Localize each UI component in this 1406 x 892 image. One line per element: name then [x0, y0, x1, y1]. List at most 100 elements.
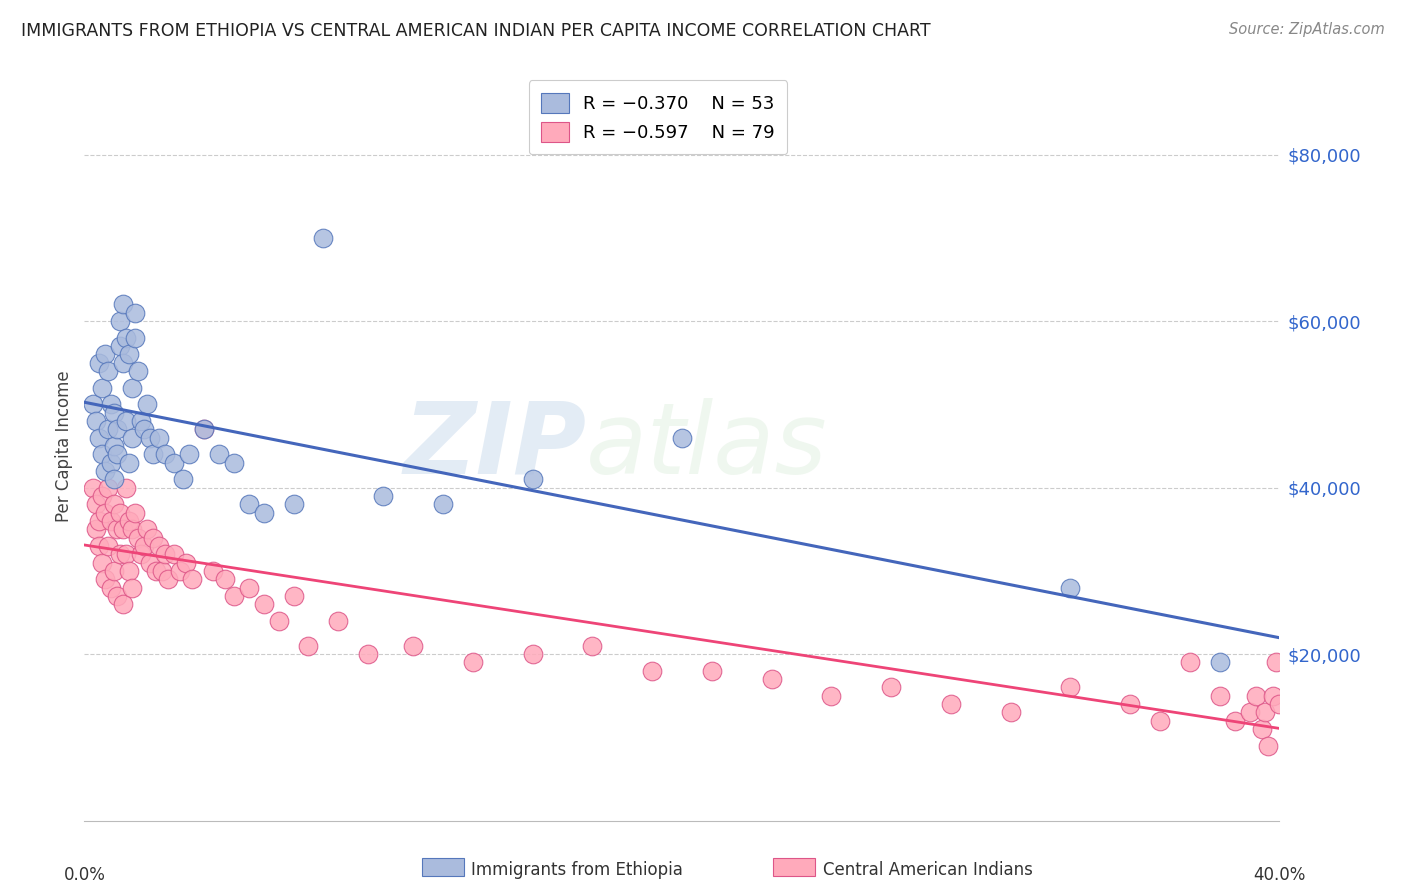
Point — [283, 589, 305, 603]
Text: Immigrants from Ethiopia: Immigrants from Ethiopia — [471, 861, 683, 879]
Point — [110, 314, 132, 328]
Point — [1265, 656, 1288, 670]
Point — [121, 431, 143, 445]
Point — [124, 331, 146, 345]
Point — [1253, 706, 1275, 720]
Point — [103, 497, 125, 511]
Point — [238, 497, 260, 511]
Point — [201, 564, 224, 578]
Text: Source: ZipAtlas.com: Source: ZipAtlas.com — [1229, 22, 1385, 37]
Point — [581, 639, 603, 653]
Point — [1149, 714, 1171, 728]
Point — [820, 689, 842, 703]
Point — [115, 414, 138, 428]
Point — [105, 589, 128, 603]
Point — [181, 572, 204, 586]
Point — [136, 397, 159, 411]
Point — [121, 581, 143, 595]
Point — [82, 397, 104, 411]
Point — [163, 456, 186, 470]
Point — [1059, 581, 1081, 595]
Point — [110, 506, 132, 520]
Point — [127, 531, 149, 545]
Point — [1239, 706, 1261, 720]
Point — [432, 497, 454, 511]
Point — [328, 614, 350, 628]
Point — [132, 422, 156, 436]
Point — [86, 414, 108, 428]
Point — [94, 572, 117, 586]
Point — [1059, 681, 1081, 695]
Point — [522, 647, 544, 661]
Point — [121, 522, 143, 536]
Text: ZIP: ZIP — [404, 398, 586, 494]
Point — [761, 672, 783, 686]
Legend: R = −0.370    N = 53, R = −0.597    N = 79: R = −0.370 N = 53, R = −0.597 N = 79 — [529, 80, 787, 154]
Point — [115, 331, 138, 345]
Point — [82, 481, 104, 495]
Point — [1223, 714, 1246, 728]
Point — [1250, 722, 1272, 736]
Point — [222, 456, 245, 470]
Point — [97, 481, 120, 495]
Point — [110, 339, 132, 353]
Text: IMMIGRANTS FROM ETHIOPIA VS CENTRAL AMERICAN INDIAN PER CAPITA INCOME CORRELATIO: IMMIGRANTS FROM ETHIOPIA VS CENTRAL AMER… — [21, 22, 931, 40]
Point — [100, 456, 122, 470]
Point — [89, 431, 111, 445]
Point — [105, 522, 128, 536]
Point — [91, 447, 114, 461]
Point — [1178, 656, 1201, 670]
Point — [121, 381, 143, 395]
Point — [177, 447, 200, 461]
Text: atlas: atlas — [586, 398, 828, 494]
Point — [145, 564, 167, 578]
Point — [100, 581, 122, 595]
Point — [124, 506, 146, 520]
Point — [208, 447, 231, 461]
Point — [94, 464, 117, 478]
Point — [522, 472, 544, 486]
Point — [1000, 706, 1022, 720]
Point — [91, 556, 114, 570]
Point — [148, 539, 170, 553]
Point — [163, 547, 186, 561]
Point — [129, 414, 152, 428]
Point — [86, 497, 108, 511]
Point — [1268, 697, 1291, 711]
Point — [172, 472, 194, 486]
Point — [97, 364, 120, 378]
Point — [193, 422, 215, 436]
Point — [357, 647, 380, 661]
Point — [267, 614, 290, 628]
Point — [157, 572, 180, 586]
Point — [641, 664, 664, 678]
Point — [97, 422, 120, 436]
Point — [142, 531, 165, 545]
Point — [129, 547, 152, 561]
Point — [89, 539, 111, 553]
Point — [150, 564, 173, 578]
Point — [110, 547, 132, 561]
Point — [214, 572, 236, 586]
Point — [118, 564, 141, 578]
Point — [103, 406, 125, 420]
Point — [1209, 689, 1232, 703]
Point — [222, 589, 245, 603]
Point — [139, 431, 162, 445]
Point — [112, 522, 135, 536]
Point — [86, 522, 108, 536]
Point — [283, 497, 305, 511]
Point — [105, 422, 128, 436]
Point — [671, 431, 693, 445]
Point — [312, 231, 335, 245]
Point — [1244, 689, 1267, 703]
Point — [115, 547, 138, 561]
Point — [1209, 656, 1232, 670]
Point — [94, 347, 117, 361]
Point — [97, 539, 120, 553]
Point — [112, 356, 135, 370]
Point — [700, 664, 723, 678]
Point — [118, 456, 141, 470]
Point — [112, 597, 135, 611]
Point — [461, 656, 484, 670]
